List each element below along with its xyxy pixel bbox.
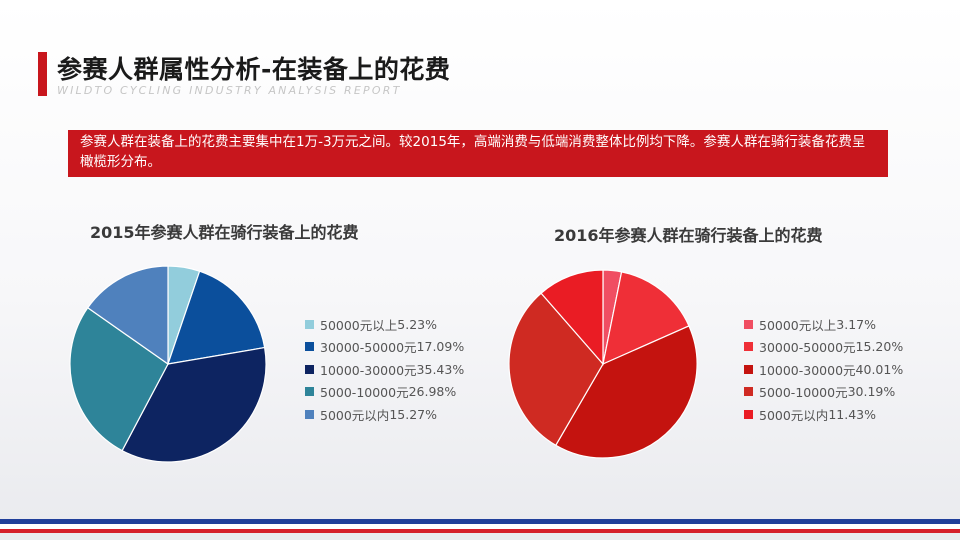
chart-2016-title: 2016年参赛人群在骑行装备上的花费 xyxy=(554,226,823,245)
legend-value: 11.43% xyxy=(828,406,876,422)
legend-2016: 50000元以上 3.17% 30000-50000元 15.20% 10000-3… xyxy=(744,313,903,426)
legend-2016-item-10000-30000: 10000-30000元 40.01% xyxy=(744,358,903,381)
legend-value: 5.23% xyxy=(397,316,437,332)
chart-2015-title: 2015年参赛人群在骑行装备上的花费 xyxy=(90,223,359,242)
page-subtitle: WILDTO CYCLING INDUSTRY ANALYSIS REPORT xyxy=(57,84,402,97)
legend-swatch xyxy=(744,342,753,352)
pie-2015-slice-under-5000 xyxy=(86,265,169,366)
legend-label: 10000-30000元 xyxy=(320,362,417,378)
legend-value: 15.27% xyxy=(389,406,437,422)
legend-swatch xyxy=(305,387,314,397)
legend-label: 5000元以内 xyxy=(759,407,829,423)
legend-swatch xyxy=(744,409,753,419)
pie-chart-2016 xyxy=(508,269,698,459)
legend-label: 50000元以上 xyxy=(759,317,837,333)
page-title: 参赛人群属性分析-在装备上的花费 xyxy=(57,55,451,84)
pie-chart-2015 xyxy=(69,265,267,463)
legend-value: 15.20% xyxy=(855,339,904,355)
pie-2016-slice-30000-50000 xyxy=(602,271,690,366)
legend-2015: 50000元以上 5.23% 30000-50000元 17.09% 10000-3… xyxy=(305,313,464,426)
legend-swatch xyxy=(744,387,753,397)
legend-label: 30000-50000元 xyxy=(320,340,417,356)
legend-label: 5000-10000元 xyxy=(759,385,848,401)
legend-2016-item-50000-plus: 50000元以上 3.17% xyxy=(744,313,903,336)
legend-value: 35.43% xyxy=(416,361,465,377)
pie-2016-slice-10000-30000 xyxy=(554,325,698,459)
pie-2015-slice-30000-50000 xyxy=(167,270,266,365)
legend-2015-item-50000-plus: 50000元以上 5.23% xyxy=(305,313,464,336)
summary-box: 参赛人群在装备上的花费主要集中在1万-3万元之间。较2015年，高端消费与低端消… xyxy=(68,130,888,177)
legend-2016-item-under-5000: 5000元以内 11.43% xyxy=(744,403,903,426)
legend-2015-item-5000-10000: 5000-10000元 26.98% xyxy=(305,381,464,404)
footer-stripe-red xyxy=(0,529,960,533)
legend-value: 3.17% xyxy=(836,316,876,332)
legend-2015-item-under-5000: 5000元以内 15.27% xyxy=(305,403,464,426)
footer-stripe-gap xyxy=(0,524,960,529)
pie-2016-slice-under-5000 xyxy=(540,269,604,366)
legend-label: 5000元以内 xyxy=(320,407,390,423)
legend-label: 30000-50000元 xyxy=(759,340,856,356)
footer-stripe-blue xyxy=(0,519,960,524)
legend-value: 17.09% xyxy=(416,339,465,355)
legend-swatch xyxy=(744,319,753,329)
legend-value: 40.01% xyxy=(855,361,904,377)
legend-swatch xyxy=(744,364,753,374)
legend-swatch xyxy=(305,364,314,374)
legend-value: 26.98% xyxy=(408,384,457,400)
legend-swatch xyxy=(305,319,314,329)
legend-label: 10000-30000元 xyxy=(759,362,856,378)
legend-2015-item-30000-50000: 30000-50000元 17.09% xyxy=(305,336,464,359)
pie-2015-slice-10000-30000 xyxy=(121,346,267,463)
legend-label: 50000元以上 xyxy=(320,317,398,333)
legend-label: 5000-10000元 xyxy=(320,385,409,401)
legend-2016-item-30000-50000: 30000-50000元 15.20% xyxy=(744,336,903,359)
pie-2016-slice-5000-10000 xyxy=(508,292,604,447)
legend-2015-item-10000-30000: 10000-30000元 35.43% xyxy=(305,358,464,381)
legend-value: 30.19% xyxy=(847,384,896,400)
title-accent-bar xyxy=(38,52,47,96)
legend-2016-item-5000-10000: 5000-10000元 30.19% xyxy=(744,381,903,404)
pie-2015-slice-5000-10000 xyxy=(69,306,169,452)
legend-swatch xyxy=(305,342,314,352)
legend-swatch xyxy=(305,409,314,419)
footer-stripes xyxy=(0,519,960,540)
